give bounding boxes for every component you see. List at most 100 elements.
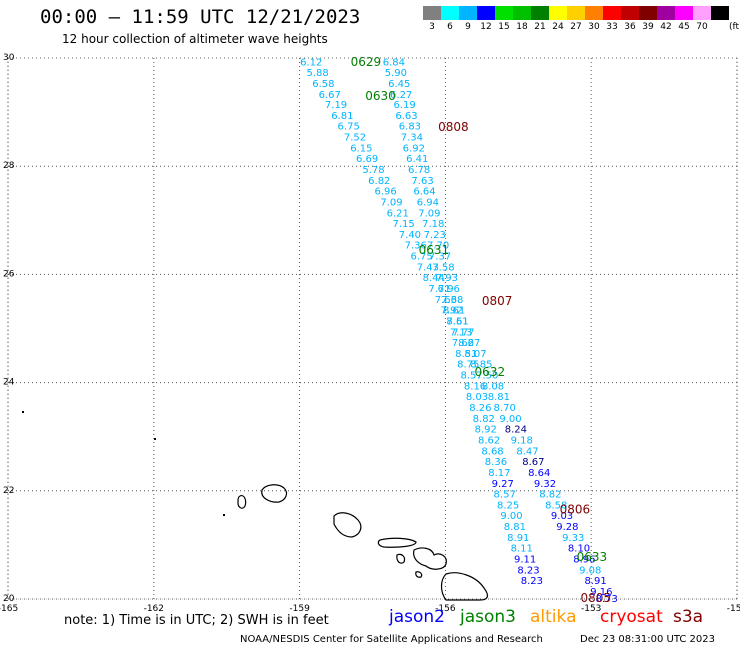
legend-swatch xyxy=(711,6,729,20)
legend-swatch: 42 xyxy=(657,6,675,32)
swh-value: 7.66 xyxy=(452,338,474,349)
island-niihau xyxy=(237,495,247,509)
pass-time-label: 0808 xyxy=(438,120,469,134)
legend-swatch-label: 33 xyxy=(606,22,618,32)
legend-swatch-label: 9 xyxy=(465,22,471,32)
swh-value: 8.25 xyxy=(497,500,519,511)
satellite-cryosat-label: cryosat xyxy=(600,607,663,627)
island-kaula xyxy=(223,514,225,516)
swh-value: 6.84 xyxy=(383,57,405,68)
legend-swatch-label: 39 xyxy=(642,22,654,32)
swh-value: 8.91 xyxy=(507,533,529,544)
map-subtitle: 12 hour collection of altimeter wave hei… xyxy=(62,32,328,46)
satellite-jason3-label: jason3 xyxy=(460,607,516,627)
swh-value: 8.47 xyxy=(516,446,538,457)
latitude-tick-label: 22 xyxy=(3,486,14,496)
island-necker xyxy=(154,438,156,440)
wave-height-color-legend: 3 6 9 12 15 18 21 24 27 30 33 36 39 42 45 70 xyxy=(423,6,729,32)
swh-value: 6.75 xyxy=(338,122,360,133)
legend-swatch: 3 xyxy=(423,6,441,32)
swh-value: 9.33 xyxy=(562,533,584,544)
swh-value: 8.17 xyxy=(488,468,510,479)
pass-time-label: 0631 xyxy=(419,243,450,257)
island-kahoolawe xyxy=(415,571,423,578)
swh-value: 7.36 xyxy=(405,241,427,252)
map-frame xyxy=(7,57,738,600)
legend-swatch: 33 xyxy=(603,6,621,32)
legend-swatch-label: 30 xyxy=(588,22,600,32)
swh-value: 7.52 xyxy=(344,133,366,144)
longitude-tick-label: -150 xyxy=(727,604,740,614)
legend-swatch: 21 xyxy=(531,6,549,32)
swh-value: 6.69 xyxy=(356,154,378,165)
swh-value: 7.38 xyxy=(441,295,463,306)
swh-value: 6.12 xyxy=(300,57,322,68)
swh-value: 8.51 xyxy=(455,349,477,360)
legend-swatch: 45 xyxy=(675,6,693,32)
swh-value: 7.92 xyxy=(441,306,463,317)
swh-value: 9.32 xyxy=(534,479,556,490)
island-molokai xyxy=(377,537,417,548)
swh-value: 8.27 xyxy=(458,338,480,349)
swh-value: 7.09 xyxy=(418,208,440,219)
swh-value: 6.78 xyxy=(408,165,430,176)
legend-swatch-label: 15 xyxy=(498,22,510,32)
swh-value: 6.64 xyxy=(413,187,435,198)
swh-value: 7.71 xyxy=(428,284,450,295)
swh-value: 6.82 xyxy=(368,176,390,187)
legend-swatch-label: 45 xyxy=(678,22,690,32)
legend-swatch-label: 12 xyxy=(480,22,492,32)
legend-swatch-label: 27 xyxy=(570,22,582,32)
island-lanai xyxy=(396,553,406,564)
legend-swatch: 70 xyxy=(693,6,711,32)
swh-value: 8.64 xyxy=(528,468,550,479)
swh-value: 6.41 xyxy=(406,154,428,165)
swh-value: 8.08 xyxy=(482,381,504,392)
pass-time-label: 0807 xyxy=(482,294,513,308)
footer-credit: NOAA/NESDIS Center for Satellite Applica… xyxy=(240,634,543,645)
legend-swatch-label: 21 xyxy=(534,22,546,32)
footer-generated-date: Dec 23 08:31:00 UTC 2023 xyxy=(580,634,715,645)
swh-value: 7.43 xyxy=(417,262,439,273)
island-hawaii xyxy=(440,572,489,601)
legend-swatch: 6 xyxy=(441,6,459,32)
swh-value: 8.10 xyxy=(568,544,590,555)
swh-value: 5.90 xyxy=(385,68,407,79)
island-maui xyxy=(413,547,447,570)
legend-swatch-label: 36 xyxy=(624,22,636,32)
legend-unit: (ft) xyxy=(729,22,740,32)
swh-value: 8.82 xyxy=(473,414,495,425)
swh-value: 8.82 xyxy=(539,490,561,501)
swh-value: 5.88 xyxy=(306,68,328,79)
swh-value: 7.58 xyxy=(432,262,454,273)
legend-swatch: 30 xyxy=(585,6,603,32)
swh-value: 8.91 xyxy=(584,576,606,587)
swh-value: 6.96 xyxy=(374,187,396,198)
swh-value: 6.75 xyxy=(410,252,432,263)
swh-value: 9.03 xyxy=(551,511,573,522)
swh-value: 6.63 xyxy=(395,111,417,122)
legend-swatch: 18 xyxy=(513,6,531,32)
longitude-tick-label: -156 xyxy=(435,604,456,614)
swh-value: 7.19 xyxy=(325,100,347,111)
swh-value: 8.85 xyxy=(470,360,492,371)
island-oahu xyxy=(333,512,362,538)
legend-swatch-label: 18 xyxy=(516,22,528,32)
swh-value: 7.15 xyxy=(392,219,414,230)
satellite-s3a-label: s3a xyxy=(673,607,704,627)
swh-value: 6.83 xyxy=(399,122,421,133)
satellite-altika-label: altika xyxy=(530,607,577,627)
swh-value: 7.70 xyxy=(427,241,449,252)
satellite-jason2-label: jason2 xyxy=(389,607,445,627)
legend-swatch-label: 24 xyxy=(552,22,564,32)
longitude-tick-label: -159 xyxy=(289,604,310,614)
swh-value: 7.66 xyxy=(435,295,457,306)
legend-swatch: 15 xyxy=(495,6,513,32)
legend-swatch-label: 3 xyxy=(429,22,435,32)
island-kauai xyxy=(261,484,288,503)
swh-value: 8.23 xyxy=(517,565,539,576)
swh-value: 7.61 xyxy=(446,316,468,327)
swh-value: 6.21 xyxy=(387,208,409,219)
swh-value: 8.03 xyxy=(466,392,488,403)
